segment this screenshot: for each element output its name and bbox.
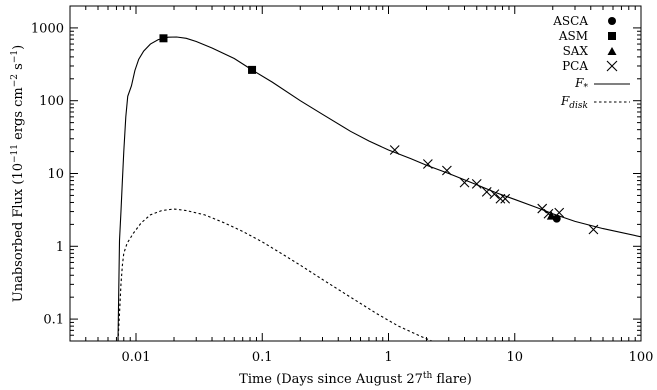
- pca-point: [481, 186, 492, 197]
- pca-point: [500, 193, 511, 204]
- legend-marker-asca: [608, 17, 616, 25]
- y-tick-label: 100: [39, 94, 64, 109]
- asm-point: [248, 65, 257, 74]
- legend-label-asm: ASM: [558, 29, 588, 43]
- legend: ASCA ASM SAX PCA F* Fdisk: [552, 14, 630, 111]
- pca-point: [537, 203, 548, 214]
- sax-point: [546, 211, 556, 220]
- x-tick-label: 10: [506, 350, 523, 365]
- pca-point: [489, 189, 500, 200]
- legend-marker-sax: [607, 47, 617, 55]
- x-tick-label: 100: [629, 350, 654, 365]
- pca-point: [389, 145, 400, 155]
- pca-point: [588, 224, 599, 235]
- pca-point: [441, 165, 452, 176]
- model-curves: [117, 36, 641, 341]
- legend-marker-pca: [606, 60, 618, 72]
- f-disk-curve: [117, 208, 432, 341]
- pca-point: [471, 178, 482, 189]
- y-axis-title: Unabsorbed Flux (10−11 ergs cm−2 s−1): [10, 45, 26, 302]
- f-star-curve: [117, 36, 641, 341]
- y-tick-label: 1000: [31, 21, 64, 36]
- x-tick-label: 0.1: [252, 350, 273, 365]
- x-axis-title: Time (Days since August 27th flare): [239, 371, 472, 387]
- data-points: [159, 34, 599, 235]
- legend-label-sax: SAX: [563, 44, 589, 58]
- pca-point: [495, 193, 506, 204]
- legend-marker-asm: [608, 32, 616, 40]
- pca-point: [422, 159, 433, 169]
- x-tick-label: 1: [384, 350, 392, 365]
- pca-point: [543, 208, 554, 219]
- plot-frame: [69, 5, 642, 342]
- y-tick-label: 10: [47, 167, 64, 182]
- y-tick-label: 0.1: [43, 313, 64, 328]
- pca-point: [459, 177, 470, 188]
- y-tick-label: 1: [56, 240, 64, 255]
- legend-label-f-disk: Fdisk: [560, 94, 588, 111]
- tick-marks: [69, 5, 642, 342]
- tick-labels: 0.01 0.1 1 10 100 0.1 1 10 100 1000: [31, 21, 654, 365]
- x-tick-label: 0.01: [122, 350, 151, 365]
- legend-label-asca: ASCA: [552, 14, 588, 28]
- asm-point: [159, 34, 168, 43]
- legend-label-f-star: F*: [574, 76, 588, 93]
- pca-point: [554, 207, 565, 218]
- legend-label-pca: PCA: [562, 59, 588, 73]
